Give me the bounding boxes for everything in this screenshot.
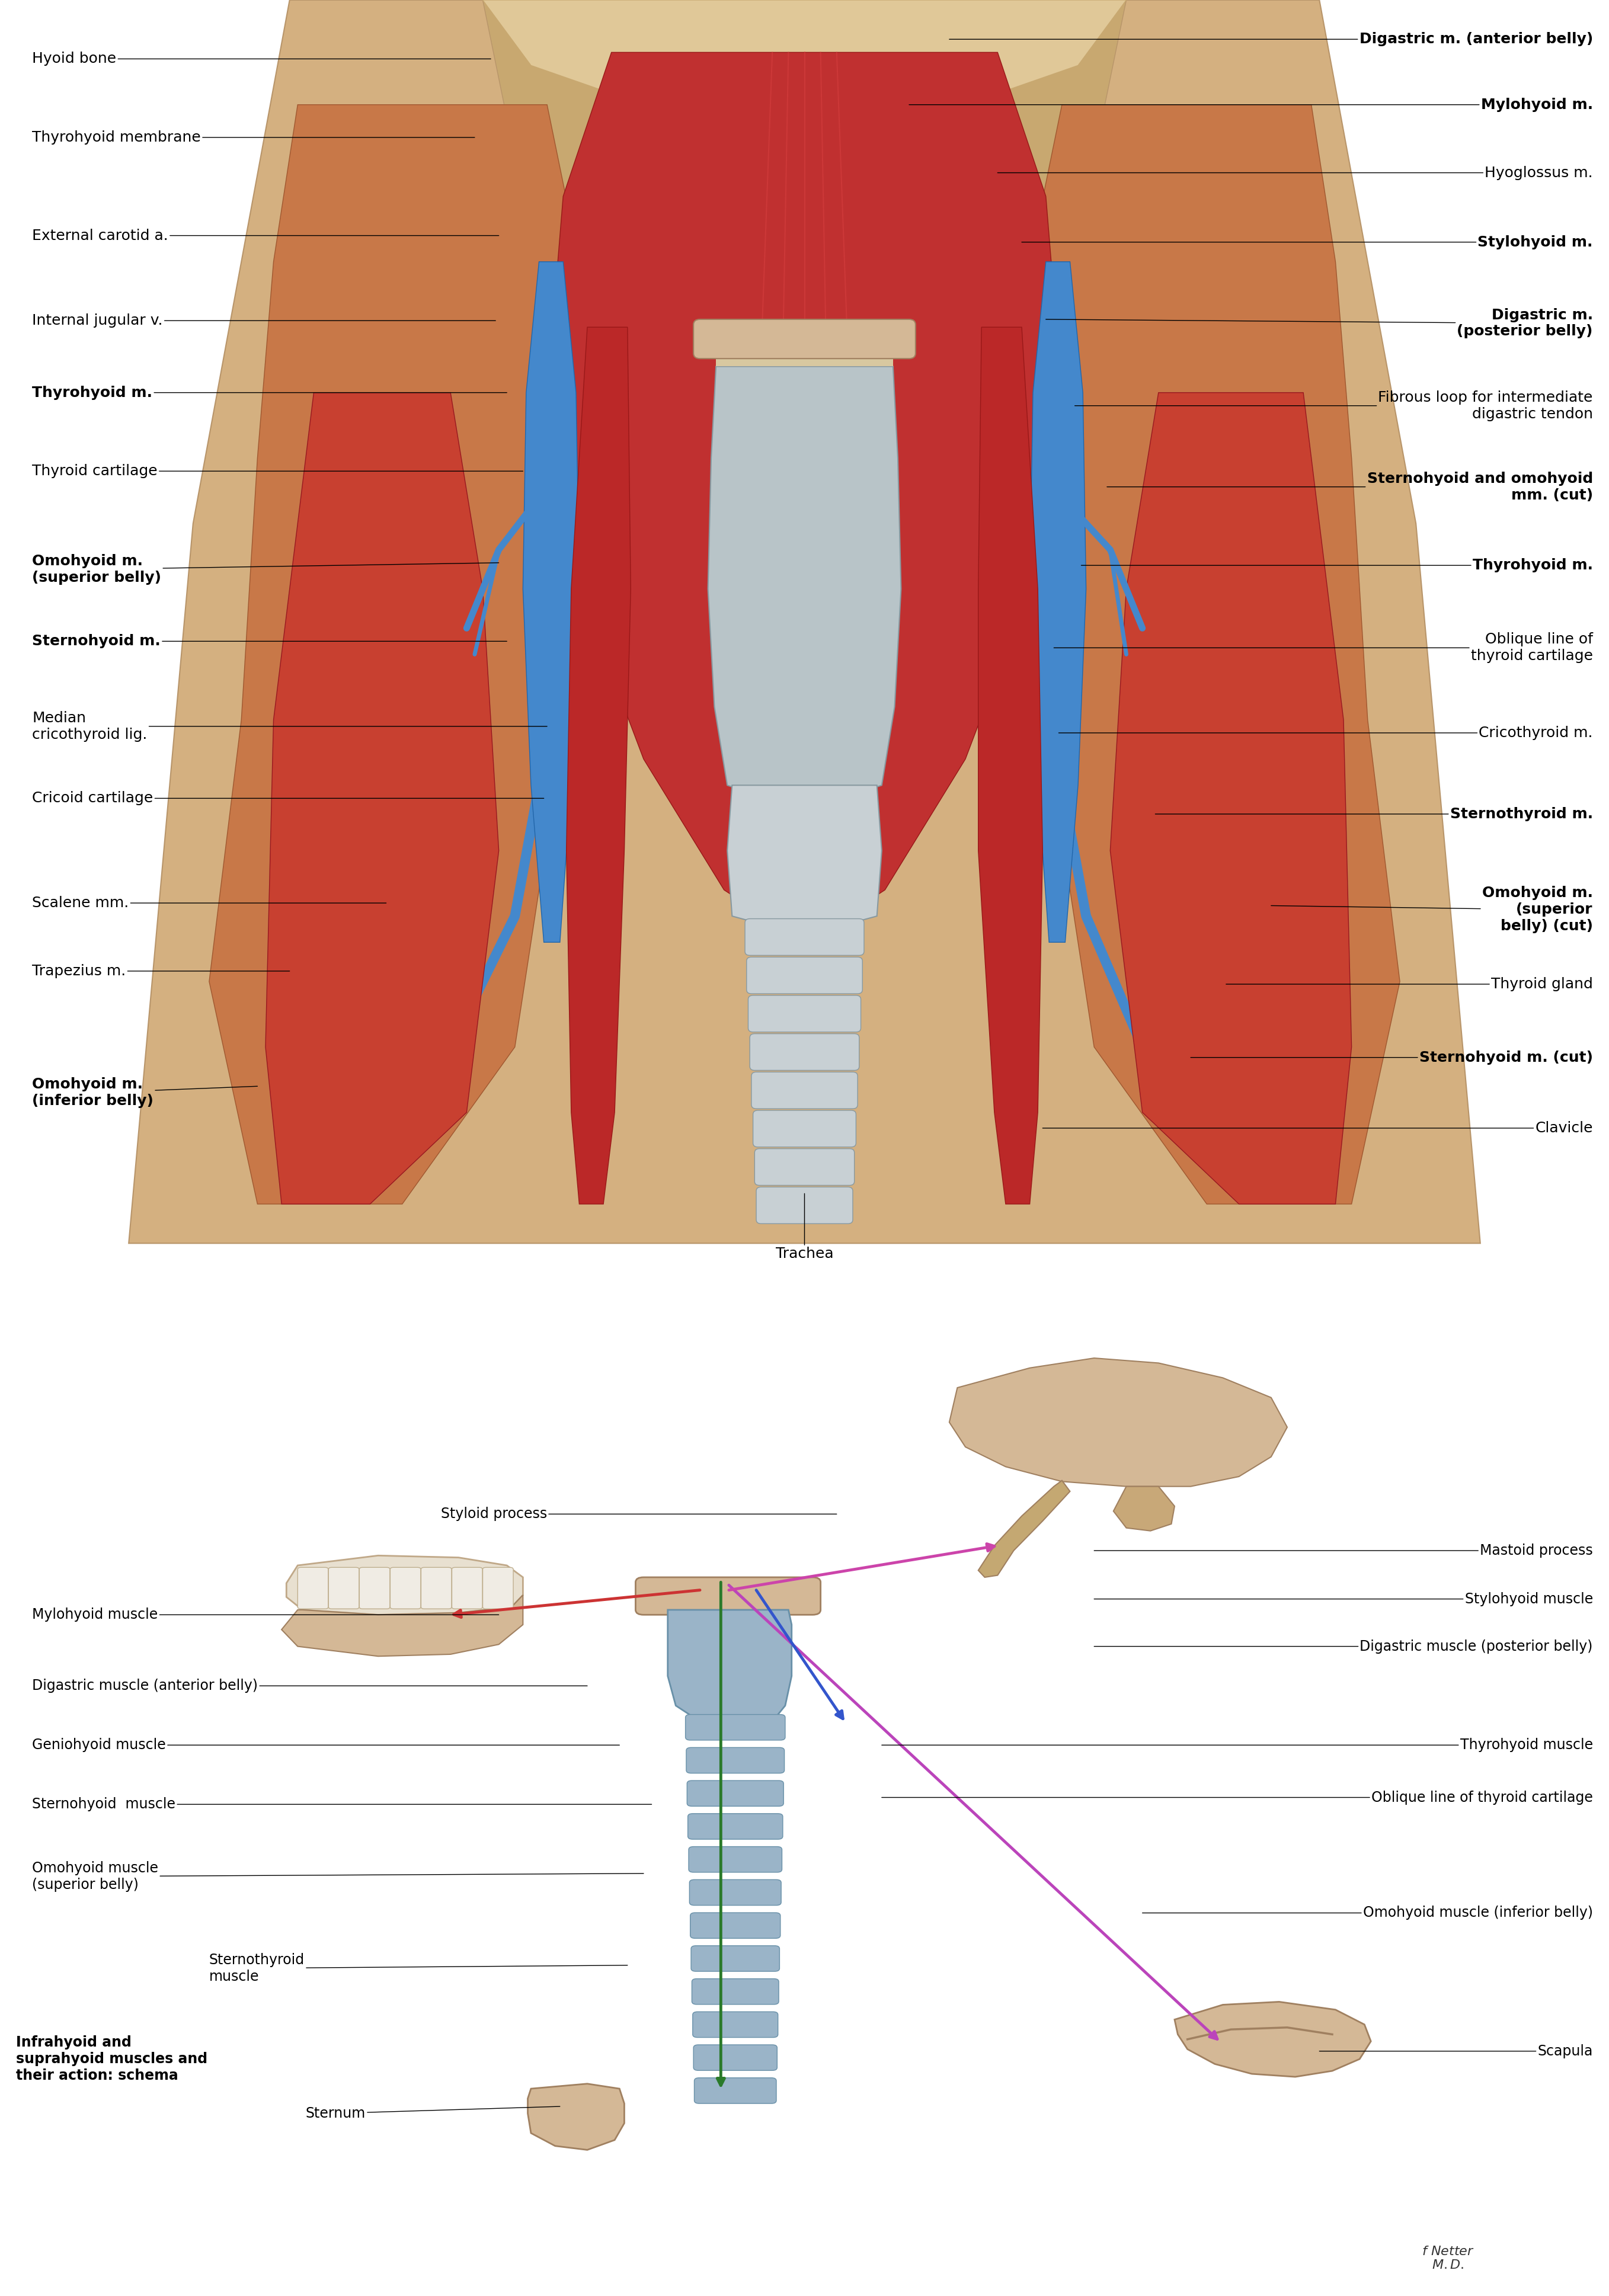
FancyBboxPatch shape <box>693 319 916 358</box>
Text: Scalene mm.: Scalene mm. <box>32 895 386 909</box>
Text: Sternothyroid
muscle: Sternothyroid muscle <box>209 1954 628 1984</box>
FancyBboxPatch shape <box>685 1715 785 1740</box>
Text: Digastric muscle (posterior belly): Digastric muscle (posterior belly) <box>1094 1639 1593 1653</box>
Text: Stylohyoid muscle: Stylohyoid muscle <box>1094 1591 1593 1607</box>
FancyBboxPatch shape <box>483 1568 513 1609</box>
FancyBboxPatch shape <box>298 1568 328 1609</box>
FancyBboxPatch shape <box>755 1148 854 1185</box>
Polygon shape <box>716 354 893 367</box>
Text: Cricoid cartilage: Cricoid cartilage <box>32 792 544 806</box>
FancyBboxPatch shape <box>753 1111 856 1148</box>
FancyBboxPatch shape <box>692 1979 779 2004</box>
Text: Oblique line of
thyroid cartilage: Oblique line of thyroid cartilage <box>1054 631 1593 664</box>
Text: $\mathit{f\ Netter}$
$\mathit{M.D.}$: $\mathit{f\ Netter}$ $\mathit{M.D.}$ <box>1422 2245 1474 2271</box>
Text: Trachea: Trachea <box>776 1194 833 1261</box>
FancyBboxPatch shape <box>689 1880 782 1906</box>
Text: Geniohyoid muscle: Geniohyoid muscle <box>32 1738 619 1752</box>
Polygon shape <box>566 326 631 1203</box>
Text: Omohyoid m.
(superior belly): Omohyoid m. (superior belly) <box>32 553 499 585</box>
Text: Omohyoid muscle (inferior belly): Omohyoid muscle (inferior belly) <box>1142 1906 1593 1919</box>
Polygon shape <box>978 326 1043 1203</box>
Text: Stylohyoid m.: Stylohyoid m. <box>1022 234 1593 250</box>
Text: Trapezius m.: Trapezius m. <box>32 964 290 978</box>
FancyBboxPatch shape <box>750 1033 859 1070</box>
Text: Sternohyoid m.: Sternohyoid m. <box>32 634 507 647</box>
Text: Infrahyoid and
suprahyoid muscles and
their action: schema: Infrahyoid and suprahyoid muscles and th… <box>16 2037 208 2082</box>
Polygon shape <box>1110 393 1352 1203</box>
Text: Styloid process: Styloid process <box>441 1506 837 1522</box>
Text: Sternohyoid and omohyoid
mm. (cut): Sternohyoid and omohyoid mm. (cut) <box>1107 471 1593 503</box>
Text: Hyoglossus m.: Hyoglossus m. <box>998 165 1593 179</box>
Text: Thyroid gland: Thyroid gland <box>1226 978 1593 992</box>
FancyBboxPatch shape <box>389 1568 422 1609</box>
Text: Scapula: Scapula <box>1319 2043 1593 2057</box>
Polygon shape <box>265 393 499 1203</box>
Text: Mastoid process: Mastoid process <box>1094 1543 1593 1557</box>
FancyBboxPatch shape <box>751 1072 858 1109</box>
FancyBboxPatch shape <box>748 996 861 1031</box>
Polygon shape <box>523 262 579 941</box>
FancyBboxPatch shape <box>695 2078 776 2103</box>
Polygon shape <box>282 1596 523 1655</box>
Polygon shape <box>483 0 1126 131</box>
Text: Oblique line of thyroid cartilage: Oblique line of thyroid cartilage <box>882 1791 1593 1805</box>
FancyBboxPatch shape <box>636 1577 821 1614</box>
Polygon shape <box>668 1609 792 1724</box>
FancyBboxPatch shape <box>687 1782 784 1807</box>
Polygon shape <box>1113 1486 1175 1531</box>
Text: Omohyoid muscle
(superior belly): Omohyoid muscle (superior belly) <box>32 1862 644 1892</box>
FancyBboxPatch shape <box>687 1814 782 1839</box>
FancyBboxPatch shape <box>690 1913 780 1938</box>
Text: Thyrohyoid m.: Thyrohyoid m. <box>32 386 507 400</box>
Polygon shape <box>1030 262 1086 941</box>
Polygon shape <box>547 53 1062 941</box>
Text: Omohyoid m.
(inferior belly): Omohyoid m. (inferior belly) <box>32 1077 257 1109</box>
Text: Clavicle: Clavicle <box>1043 1120 1593 1134</box>
Text: Sternothyroid m.: Sternothyroid m. <box>1155 806 1593 822</box>
FancyBboxPatch shape <box>422 1568 452 1609</box>
Text: Digastric m. (anterior belly): Digastric m. (anterior belly) <box>949 32 1593 46</box>
FancyBboxPatch shape <box>359 1568 389 1609</box>
Text: Sternohyoid  muscle: Sternohyoid muscle <box>32 1798 652 1812</box>
Text: Median
cricothyroid lig.: Median cricothyroid lig. <box>32 712 547 742</box>
Polygon shape <box>708 367 901 810</box>
FancyBboxPatch shape <box>693 2046 777 2071</box>
Text: Thyrohyoid m.: Thyrohyoid m. <box>1081 558 1593 572</box>
FancyBboxPatch shape <box>747 957 862 994</box>
Text: Hyoid bone: Hyoid bone <box>32 53 491 67</box>
Polygon shape <box>528 2085 624 2149</box>
FancyBboxPatch shape <box>685 1747 785 1773</box>
FancyBboxPatch shape <box>745 918 864 955</box>
Polygon shape <box>1175 2002 1371 2078</box>
Text: Sternum: Sternum <box>306 2105 560 2122</box>
FancyBboxPatch shape <box>328 1568 359 1609</box>
Text: Cricothyroid m.: Cricothyroid m. <box>1059 726 1593 739</box>
Text: Omohyoid m.
(superior
belly) (cut): Omohyoid m. (superior belly) (cut) <box>1271 886 1593 932</box>
Polygon shape <box>978 1481 1070 1577</box>
Text: Mylohyoid m.: Mylohyoid m. <box>909 99 1593 113</box>
Polygon shape <box>483 0 1126 262</box>
Polygon shape <box>1022 106 1400 1203</box>
Text: Fibrous loop for intermediate
digastric tendon: Fibrous loop for intermediate digastric … <box>1075 390 1593 420</box>
FancyBboxPatch shape <box>756 1187 853 1224</box>
Text: Digastric m.
(posterior belly): Digastric m. (posterior belly) <box>1046 308 1593 338</box>
Polygon shape <box>949 1357 1287 1486</box>
Text: Thyrohyoid membrane: Thyrohyoid membrane <box>32 131 475 145</box>
FancyBboxPatch shape <box>689 1846 782 1871</box>
FancyBboxPatch shape <box>452 1568 483 1609</box>
Polygon shape <box>286 1557 523 1614</box>
Text: Internal jugular v.: Internal jugular v. <box>32 315 496 328</box>
Text: Thyrohyoid muscle: Thyrohyoid muscle <box>882 1738 1593 1752</box>
Polygon shape <box>727 785 882 937</box>
Polygon shape <box>129 0 1480 1244</box>
Text: Sternohyoid m. (cut): Sternohyoid m. (cut) <box>1191 1049 1593 1065</box>
FancyBboxPatch shape <box>692 2011 777 2037</box>
FancyBboxPatch shape <box>692 1945 779 1972</box>
Text: Mylohyoid muscle: Mylohyoid muscle <box>32 1607 499 1621</box>
Text: Thyroid cartilage: Thyroid cartilage <box>32 464 523 478</box>
Text: Digastric muscle (anterior belly): Digastric muscle (anterior belly) <box>32 1678 587 1692</box>
Text: External carotid a.: External carotid a. <box>32 230 499 243</box>
Polygon shape <box>209 106 587 1203</box>
